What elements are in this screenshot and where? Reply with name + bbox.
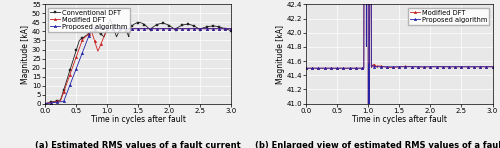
Proposed algorithm — [98, 27, 104, 29]
Modified DFT — [374, 65, 380, 67]
Modified DFT — [324, 67, 330, 69]
X-axis label: Time in cycles after fault: Time in cycles after fault — [90, 115, 186, 124]
Proposed algorithm — [114, 28, 119, 30]
Proposed algorithm — [42, 103, 48, 104]
Modified DFT — [114, 28, 119, 29]
Y-axis label: Magnitude [kA]: Magnitude [kA] — [276, 25, 285, 83]
Conventional DFT — [228, 30, 234, 32]
Text: (b) Enlarged view of estimated RMS values of a fault current: (b) Enlarged view of estimated RMS value… — [255, 141, 500, 148]
Modified DFT — [486, 66, 492, 68]
Conventional DFT — [114, 36, 119, 38]
Modified DFT — [303, 67, 309, 69]
Line: Proposed algorithm: Proposed algorithm — [305, 0, 494, 148]
Modified DFT — [42, 103, 48, 104]
Line: Modified DFT: Modified DFT — [305, 0, 494, 148]
Y-axis label: Magnitude [kA]: Magnitude [kA] — [22, 25, 30, 83]
Legend: Modified DFT, Proposed algorithm: Modified DFT, Proposed algorithm — [408, 8, 489, 25]
Modified DFT — [205, 28, 211, 29]
Proposed algorithm — [225, 28, 231, 30]
Proposed algorithm — [228, 28, 234, 30]
Conventional DFT — [225, 29, 231, 30]
Modified DFT — [225, 28, 231, 29]
Modified DFT — [64, 84, 70, 86]
Proposed algorithm — [74, 65, 80, 67]
Proposed algorithm — [64, 94, 70, 95]
Modified DFT — [490, 66, 496, 68]
Conventional DFT — [74, 46, 80, 47]
X-axis label: Time in cycles after fault: Time in cycles after fault — [352, 115, 447, 124]
Modified DFT — [336, 67, 342, 69]
Modified DFT — [74, 53, 80, 54]
Proposed algorithm — [205, 28, 211, 30]
Modified DFT — [382, 66, 388, 68]
Conventional DFT — [108, 18, 114, 20]
Conventional DFT — [42, 103, 48, 104]
Proposed algorithm — [122, 28, 128, 30]
Proposed algorithm — [486, 66, 492, 68]
Proposed algorithm — [374, 66, 380, 68]
Modified DFT — [466, 66, 472, 68]
Line: Modified DFT: Modified DFT — [44, 27, 232, 105]
Proposed algorithm — [490, 66, 496, 68]
Modified DFT — [110, 28, 116, 29]
Text: (a) Estimated RMS values of a fault current: (a) Estimated RMS values of a fault curr… — [36, 141, 241, 148]
Conventional DFT — [122, 28, 128, 30]
Proposed algorithm — [382, 66, 388, 68]
Legend: Conventional DFT, Modified DFT, Proposed algorithm: Conventional DFT, Modified DFT, Proposed… — [48, 8, 130, 32]
Proposed algorithm — [336, 67, 342, 69]
Modified DFT — [122, 28, 128, 30]
Proposed algorithm — [303, 67, 309, 69]
Modified DFT — [228, 28, 234, 29]
Line: Proposed algorithm: Proposed algorithm — [44, 27, 232, 105]
Proposed algorithm — [324, 67, 330, 69]
Proposed algorithm — [466, 66, 472, 68]
Conventional DFT — [64, 81, 70, 83]
Line: Conventional DFT: Conventional DFT — [44, 18, 232, 105]
Conventional DFT — [205, 26, 211, 28]
